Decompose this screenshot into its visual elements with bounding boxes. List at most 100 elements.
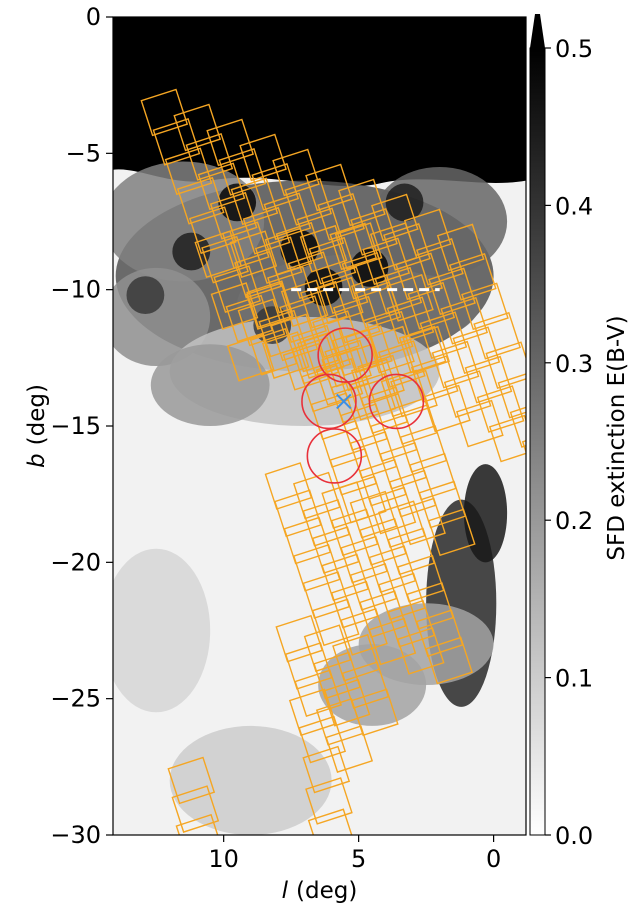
target-circle <box>317 327 373 383</box>
y-axis-label-unit: (deg) <box>24 384 50 445</box>
colorbar-tick-label: 0.0 <box>555 822 593 850</box>
colorbar-extend-arrow <box>530 14 545 48</box>
survey-field <box>226 333 275 382</box>
survey-field <box>388 469 437 518</box>
heatmap-high-extinction-region <box>113 17 526 187</box>
y-tick-label: −20 <box>50 548 101 576</box>
y-tick-label: −5 <box>66 139 101 167</box>
survey-field <box>448 253 497 301</box>
x-axis-label-var: l <box>282 878 289 904</box>
survey-field <box>488 414 526 463</box>
survey-field <box>345 325 393 373</box>
survey-field <box>443 370 492 418</box>
survey-field <box>349 431 398 479</box>
survey-field <box>315 276 364 325</box>
survey-field <box>332 295 381 344</box>
survey-field <box>194 230 243 279</box>
survey-field <box>140 88 189 137</box>
survey-field <box>473 311 521 360</box>
survey-field <box>370 193 419 242</box>
survey-field <box>377 500 426 549</box>
survey-field <box>246 280 294 328</box>
survey-field <box>298 715 347 764</box>
y-tick-label: 0 <box>86 3 101 31</box>
survey-field <box>175 813 224 835</box>
survey-field <box>497 370 526 419</box>
y-tick-label: −30 <box>50 821 101 849</box>
survey-field <box>423 384 471 433</box>
x-axis-label: l (deg) <box>282 878 358 904</box>
survey-field <box>341 661 390 709</box>
survey-field <box>206 118 254 167</box>
survey-field <box>415 609 464 658</box>
heatmap-dense-clump <box>126 276 165 315</box>
survey-field <box>398 497 446 546</box>
survey-field <box>221 221 270 270</box>
survey-field <box>427 508 476 557</box>
heatmap-cloud <box>113 548 211 713</box>
survey-field <box>329 222 378 271</box>
colorbar-tick-label: 0.3 <box>555 350 593 378</box>
survey-field <box>189 206 237 255</box>
survey-field <box>258 309 307 358</box>
survey-field <box>428 267 476 316</box>
survey-field <box>350 358 399 407</box>
survey-field <box>409 452 457 501</box>
survey-field <box>275 221 324 270</box>
target-circle <box>306 428 363 484</box>
y-axis-label-var: b <box>24 453 50 468</box>
survey-field <box>452 326 501 375</box>
target-circle <box>301 373 357 430</box>
survey-field <box>261 331 310 379</box>
survey-field <box>399 425 448 473</box>
y-tick-label: −10 <box>50 276 101 304</box>
survey-field <box>263 192 312 241</box>
survey-field <box>402 325 450 374</box>
survey-field <box>230 177 279 226</box>
survey-field <box>302 745 351 794</box>
survey-field <box>317 193 365 241</box>
survey-field <box>254 236 303 285</box>
survey-field <box>350 208 398 256</box>
survey-field <box>369 222 418 270</box>
survey-field <box>291 336 340 385</box>
survey-field <box>419 311 468 360</box>
survey-field <box>476 385 525 433</box>
survey-field <box>320 266 369 315</box>
survey-field <box>279 295 327 343</box>
y-axis: 0 −5 −10 −15 −20 −25 −30 <box>50 3 113 849</box>
survey-field <box>299 224 348 273</box>
survey-field <box>341 251 390 300</box>
survey-field <box>334 222 383 270</box>
survey-field <box>239 133 287 182</box>
survey-field <box>350 274 399 322</box>
x-axis-label-unit: (deg) <box>296 878 357 904</box>
survey-field <box>264 227 313 276</box>
survey-field <box>461 282 509 331</box>
survey-field <box>464 355 513 404</box>
survey-field <box>176 176 225 225</box>
heatmap-cloud <box>169 725 332 835</box>
colorbar-label: SFD extinction E(B-V) <box>604 315 630 560</box>
survey-field <box>167 756 216 805</box>
survey-field <box>386 296 435 345</box>
y-tick-label: −15 <box>50 412 101 440</box>
colorbar-ticks: 0.0 0.1 0.2 0.3 0.4 0.5 <box>545 35 593 850</box>
survey-field <box>374 266 423 315</box>
y-axis-label: b (deg) <box>24 384 50 468</box>
heatmap-dense-clump <box>280 229 319 268</box>
survey-field <box>307 808 356 835</box>
survey-field <box>418 480 467 529</box>
survey-field <box>297 331 345 379</box>
colorbar-tick-label: 0.2 <box>555 507 593 535</box>
colorbar: 0.0 0.1 0.2 0.3 0.4 0.5 SFD extinction E(B-V) <box>529 14 630 850</box>
survey-field <box>436 223 485 272</box>
survey-field <box>509 400 526 448</box>
survey-field <box>245 282 294 330</box>
survey-field <box>164 147 213 196</box>
x-axis: 10 5 0 <box>208 835 501 873</box>
survey-field <box>237 298 286 347</box>
heatmap-cloud <box>318 644 427 726</box>
survey-field <box>229 230 278 279</box>
survey-field <box>270 313 319 362</box>
